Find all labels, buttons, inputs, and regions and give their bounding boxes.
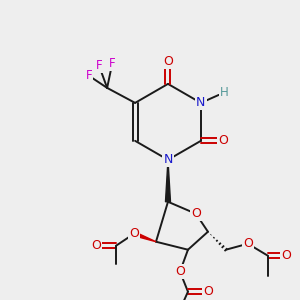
Polygon shape <box>133 232 156 242</box>
Text: O: O <box>175 265 185 278</box>
Text: N: N <box>196 96 206 110</box>
Text: F: F <box>109 57 116 70</box>
Text: O: O <box>91 239 101 252</box>
Text: H: H <box>220 86 228 99</box>
Text: N: N <box>163 153 173 166</box>
Text: O: O <box>218 134 228 147</box>
Text: O: O <box>191 207 201 220</box>
Text: O: O <box>163 56 173 68</box>
Text: O: O <box>281 249 291 262</box>
Text: O: O <box>203 285 213 298</box>
Text: O: O <box>129 227 139 240</box>
Text: F: F <box>86 69 92 82</box>
Polygon shape <box>166 160 170 202</box>
Text: O: O <box>243 237 253 250</box>
Text: F: F <box>96 59 103 72</box>
